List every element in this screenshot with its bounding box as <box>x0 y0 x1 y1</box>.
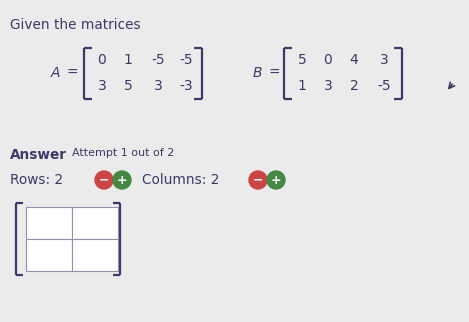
Text: -5: -5 <box>179 53 193 67</box>
Text: +: + <box>271 174 281 186</box>
Text: 3: 3 <box>154 79 162 93</box>
Text: −: − <box>99 174 109 186</box>
Bar <box>26 239 72 271</box>
Circle shape <box>249 171 267 189</box>
Text: Answer: Answer <box>10 148 67 162</box>
Text: Columns: 2: Columns: 2 <box>142 173 219 187</box>
Text: =: = <box>66 66 78 80</box>
Bar <box>26 207 72 239</box>
Text: -3: -3 <box>179 79 193 93</box>
Text: Given the matrices: Given the matrices <box>10 18 145 32</box>
Text: 2: 2 <box>349 79 358 93</box>
Text: 4: 4 <box>349 53 358 67</box>
Text: Attempt 1 out of 2: Attempt 1 out of 2 <box>72 148 174 158</box>
Text: 0: 0 <box>324 53 333 67</box>
Text: Rows: 2: Rows: 2 <box>10 173 63 187</box>
Text: -5: -5 <box>377 79 391 93</box>
Text: 0: 0 <box>98 53 106 67</box>
Text: 3: 3 <box>98 79 106 93</box>
Text: 3: 3 <box>324 79 333 93</box>
Text: 1: 1 <box>297 79 306 93</box>
Circle shape <box>113 171 131 189</box>
Circle shape <box>267 171 285 189</box>
Text: −: − <box>253 174 263 186</box>
Text: 3: 3 <box>379 53 388 67</box>
Text: -5: -5 <box>151 53 165 67</box>
Bar <box>72 239 118 271</box>
Circle shape <box>95 171 113 189</box>
Text: +: + <box>117 174 127 186</box>
Text: 1: 1 <box>123 53 132 67</box>
Text: B: B <box>252 66 262 80</box>
Text: 5: 5 <box>124 79 132 93</box>
Bar <box>72 207 118 239</box>
Text: =: = <box>268 66 280 80</box>
Text: A: A <box>51 66 60 80</box>
Text: 5: 5 <box>298 53 306 67</box>
